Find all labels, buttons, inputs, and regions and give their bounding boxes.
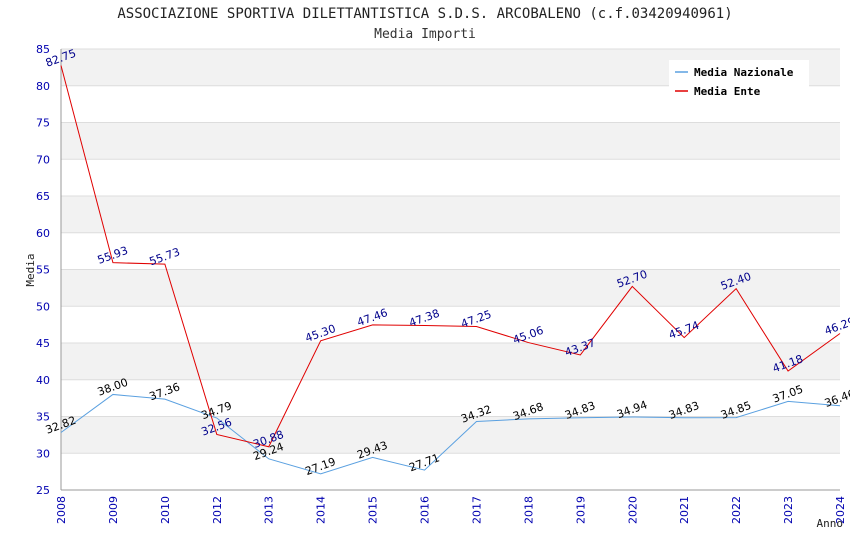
y-tick-label: 45 <box>36 337 50 350</box>
grid-band <box>61 232 840 270</box>
y-tick-label: 55 <box>36 264 50 277</box>
grid-band <box>61 159 840 196</box>
y-tick-label: 75 <box>36 117 50 130</box>
x-tick-label: 2015 <box>367 496 380 524</box>
x-tick-label: 2013 <box>263 496 276 524</box>
grid-band <box>61 306 840 343</box>
grid-band <box>61 379 840 417</box>
series-line-media-ente <box>60 65 841 448</box>
x-tick-label: 2023 <box>782 496 795 524</box>
y-tick-label: 60 <box>36 227 50 240</box>
x-tick-label: 2017 <box>470 496 483 524</box>
legend-box <box>669 60 809 106</box>
chart-title: ASSOCIAZIONE SPORTIVA DILETTANTISTICA S.… <box>117 6 733 22</box>
x-tick-label: 2021 <box>678 496 691 524</box>
series-line-media-nazionale <box>60 393 841 475</box>
x-tick-label: 2010 <box>159 496 172 524</box>
grid-band <box>61 416 840 454</box>
legend-label: Media Nazionale <box>694 66 794 79</box>
y-tick-label: 80 <box>36 80 50 93</box>
y-tick-label: 50 <box>36 300 50 313</box>
grid-band <box>61 453 840 490</box>
y-tick-label: 70 <box>36 153 50 166</box>
y-tick-label: 65 <box>36 190 50 203</box>
x-tick-label: 2009 <box>107 496 120 524</box>
x-tick-label: 2016 <box>419 496 432 524</box>
y-tick-label: 40 <box>36 374 50 387</box>
x-tick-label: 2019 <box>574 496 587 524</box>
x-tick-label: 2020 <box>626 496 639 524</box>
y-tick-label: 25 <box>36 484 50 497</box>
y-tick-label: 30 <box>36 447 50 460</box>
x-tick-label: 2012 <box>211 496 224 524</box>
grid-band <box>61 343 840 380</box>
x-tick-label: 2014 <box>315 496 328 524</box>
x-tick-label: 2024 <box>834 496 847 524</box>
y-axis-label: Media <box>24 253 37 286</box>
grid-band <box>61 196 840 233</box>
x-tick-label: 2018 <box>522 496 535 524</box>
x-tick-label: 2022 <box>730 496 743 524</box>
chart-subtitle: Media Importi <box>374 27 476 42</box>
grid-band <box>61 269 840 307</box>
y-tick-label: 35 <box>36 411 50 424</box>
y-tick-label: 85 <box>36 43 50 56</box>
x-tick-label: 2008 <box>55 496 68 524</box>
legend-label: Media Ente <box>694 85 761 98</box>
grid-band <box>61 122 840 160</box>
x-axis-label: Anno <box>817 517 844 530</box>
